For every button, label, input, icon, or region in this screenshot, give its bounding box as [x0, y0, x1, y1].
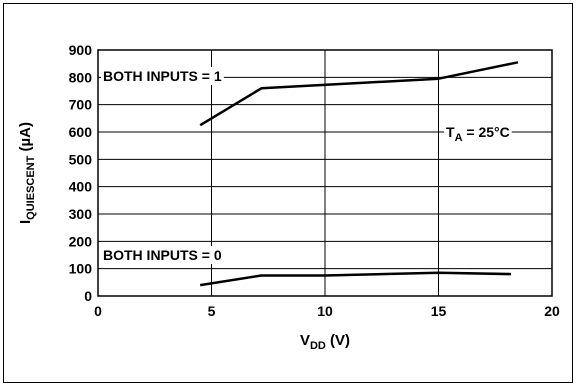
y-axis-title-sub: QUIESCENT: [25, 155, 37, 219]
y-tick-label: 300: [69, 206, 93, 222]
y-tick-label: 100: [69, 261, 93, 277]
y-tick-label: 500: [69, 151, 93, 167]
series-line-inputs-1: [199, 61, 519, 127]
x-tick-label: 0: [94, 303, 102, 319]
y-tick-label: 0: [84, 288, 92, 304]
series-label-inputs-0: BOTH INPUTS = 0: [103, 247, 222, 263]
y-tick-label: 400: [69, 179, 93, 195]
x-tick-label: 15: [431, 303, 447, 319]
plot-border: [97, 49, 553, 297]
condition-main: T: [446, 124, 455, 140]
x-axis-title-sub: DD: [310, 340, 326, 352]
x-tick-label: 20: [544, 303, 560, 319]
y-tick-label: 700: [69, 97, 93, 113]
x-axis-title-suffix: (V): [326, 332, 350, 349]
y-axis-title: IQUIESCENT (µA): [17, 122, 37, 224]
y-tick-label: 900: [69, 42, 93, 58]
tick-labels: 0 100 200 300 400 500 600 700 800 900 0 5 10 15 20: [69, 42, 560, 319]
y-tick-label: 600: [69, 124, 93, 140]
x-axis-title: VDD (V): [300, 332, 350, 352]
series-label-inputs-1: BOTH INPUTS = 1: [103, 68, 222, 84]
series-line-inputs-0: [200, 271, 512, 287]
series-label-bg: [101, 67, 224, 85]
x-axis-title-main: V: [300, 332, 310, 349]
series-label-bg: [101, 246, 224, 264]
y-tick-label: 200: [69, 233, 93, 249]
axes: [97, 49, 553, 297]
x-tick-label: 10: [317, 303, 333, 319]
series-lines: [199, 61, 519, 287]
y-axis-title-suffix: (µA): [17, 122, 34, 156]
x-tick-label: 5: [208, 303, 216, 319]
y-tick-label: 800: [69, 69, 93, 85]
condition-sub: A: [455, 132, 463, 144]
condition-label: TA = 25°C: [446, 124, 510, 144]
condition-label-bg: [444, 123, 512, 145]
condition-suffix: = 25°C: [463, 124, 510, 140]
y-axis-title-main: I: [17, 220, 34, 224]
